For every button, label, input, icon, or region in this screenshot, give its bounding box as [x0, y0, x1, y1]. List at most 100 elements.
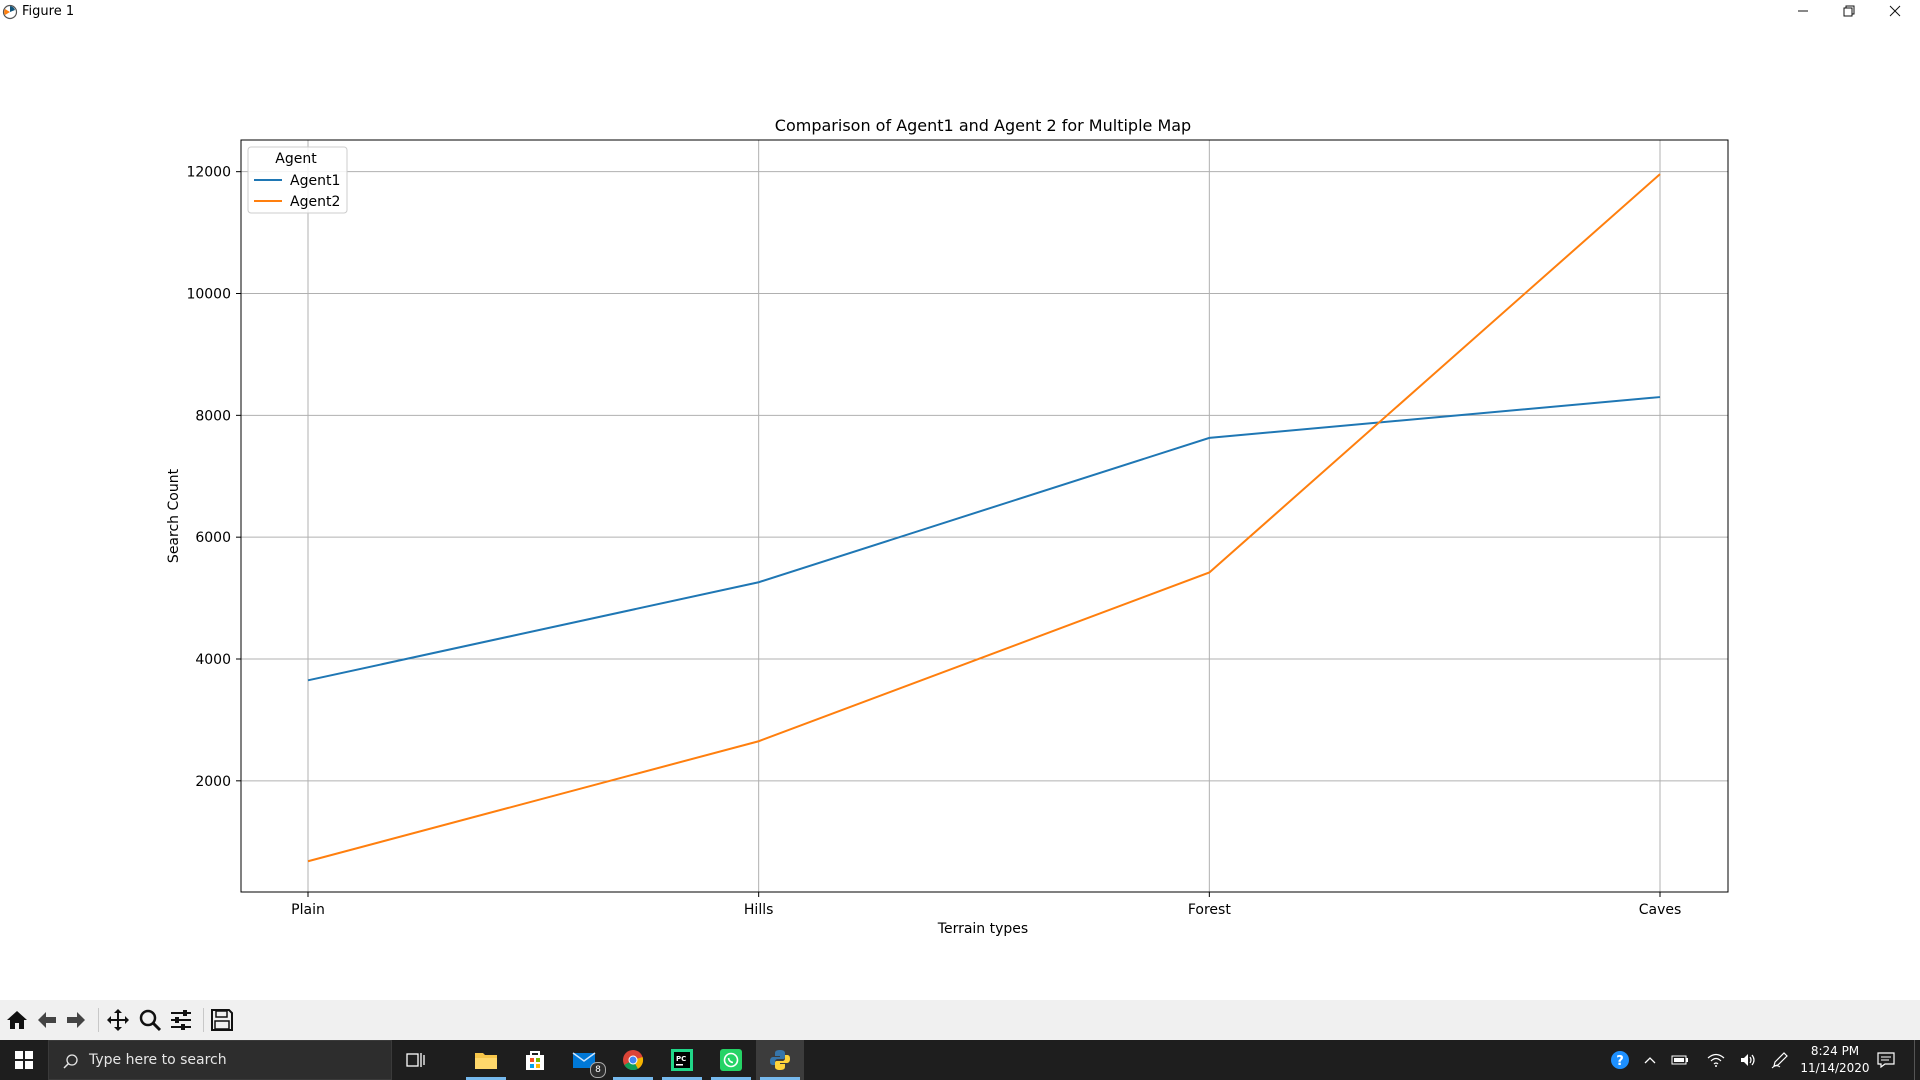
- forward-icon: [67, 1012, 85, 1028]
- show-desktop-button[interactable]: [1914, 1040, 1920, 1080]
- grid-lines: [241, 140, 1728, 892]
- save-icon: [211, 1009, 233, 1031]
- task-view-icon: [406, 1053, 425, 1067]
- plot-frame: [240, 139, 1729, 893]
- chrome-icon: [623, 1050, 644, 1071]
- pan-button[interactable]: [104, 1006, 132, 1034]
- toolbar-separator: [203, 1008, 204, 1032]
- close-button[interactable]: [1872, 0, 1918, 22]
- series-lines: [307, 173, 1661, 863]
- taskbar-whatsapp[interactable]: [707, 1040, 755, 1080]
- home-button[interactable]: [3, 1006, 31, 1034]
- taskbar-search-box[interactable]: Type here to search: [48, 1040, 392, 1080]
- configure-button[interactable]: [167, 1006, 195, 1034]
- restore-button[interactable]: [1826, 0, 1872, 22]
- restore-icon: [1843, 5, 1855, 17]
- zoom-button[interactable]: [136, 1006, 164, 1034]
- toolbar-separator: [98, 1008, 99, 1032]
- clock-time: 8:24 PM: [1810, 1044, 1860, 1058]
- legend-box: [247, 146, 348, 214]
- clock-date: 11/14/2020: [1800, 1061, 1870, 1075]
- legend-label: Agent1: [290, 173, 340, 189]
- y-tick-label: 10000: [186, 287, 231, 303]
- minimize-icon: [1798, 10, 1808, 12]
- taskbar-store[interactable]: [511, 1040, 559, 1080]
- taskbar-python[interactable]: [756, 1040, 804, 1080]
- x-tick-label: Hills: [744, 902, 774, 918]
- battery-icon: [1671, 1055, 1688, 1065]
- figure-window: Figure 1 Comparison of Agent1 and Agent …: [0, 0, 1920, 1040]
- y-axis-label: Search Count: [166, 468, 182, 563]
- mail-badge: 8: [590, 1062, 606, 1078]
- pan-icon: [107, 1009, 129, 1031]
- x-axis-label: Terrain types: [937, 921, 1028, 937]
- volume-tray-button[interactable]: [1734, 1040, 1762, 1080]
- folder-icon: [475, 1053, 497, 1069]
- windows-logo-icon: [15, 1051, 33, 1069]
- chart-title: Comparison of Agent1 and Agent 2 for Mul…: [775, 116, 1191, 135]
- title-bar: Figure 1: [0, 0, 1920, 24]
- store-icon: [526, 1051, 544, 1070]
- battery-tray-button[interactable]: [1666, 1040, 1694, 1080]
- taskbar-chrome[interactable]: [609, 1040, 657, 1080]
- mail-icon: [572, 1052, 596, 1068]
- search-icon: [63, 1054, 78, 1069]
- y-tick-label: 12000: [186, 165, 231, 181]
- active-indicator: [613, 1077, 653, 1080]
- wifi-icon: [1707, 1053, 1725, 1067]
- python-icon: [770, 1050, 790, 1070]
- active-indicator: [711, 1077, 751, 1080]
- action-center-button[interactable]: [1872, 1040, 1900, 1080]
- show-hidden-icons-button[interactable]: [1638, 1040, 1662, 1080]
- y-tick-label: 8000: [195, 408, 231, 424]
- x-tick-label: Forest: [1188, 902, 1231, 918]
- taskbar-mail[interactable]: 8: [560, 1040, 608, 1080]
- close-icon: [1889, 5, 1901, 17]
- active-indicator: [466, 1077, 506, 1080]
- configure-icon: [171, 1010, 191, 1030]
- y-tick-label: 4000: [195, 652, 231, 668]
- notification-icon: [1877, 1052, 1895, 1068]
- series-line-agent2: [307, 173, 1661, 863]
- matplotlib-logo-icon: [2, 4, 18, 20]
- taskbar-file-explorer[interactable]: [462, 1040, 510, 1080]
- svg-text:PC: PC: [676, 1055, 686, 1063]
- save-button[interactable]: [208, 1006, 236, 1034]
- help-icon: ?: [1611, 1051, 1629, 1069]
- x-ticks: Plain Hills Forest Caves: [291, 892, 1681, 918]
- help-tray-button[interactable]: ?: [1606, 1040, 1634, 1080]
- legend-label: Agent2: [290, 194, 340, 210]
- y-tick-label: 2000: [195, 774, 231, 790]
- legend-title: Agent: [275, 151, 317, 167]
- minimize-button[interactable]: [1780, 0, 1826, 22]
- network-tray-button[interactable]: [1702, 1040, 1730, 1080]
- svg-text:?: ?: [1616, 1054, 1624, 1069]
- x-tick-label: Caves: [1639, 902, 1682, 918]
- active-indicator: [662, 1077, 702, 1080]
- task-view-button[interactable]: [392, 1040, 440, 1080]
- pen-workspace-button[interactable]: [1766, 1040, 1794, 1080]
- forward-button[interactable]: [62, 1006, 90, 1034]
- line-chart: Comparison of Agent1 and Agent 2 for Mul…: [166, 116, 1729, 937]
- windows-taskbar: Type here to search 8 PC ?: [0, 1040, 1920, 1080]
- taskbar-clock[interactable]: 8:24 PM 11/14/2020: [1792, 1043, 1878, 1077]
- back-icon: [38, 1012, 56, 1028]
- legend: Agent Agent1 Agent2: [247, 146, 348, 214]
- search-placeholder: Type here to search: [89, 1052, 227, 1068]
- pen-icon: [1771, 1052, 1788, 1069]
- zoom-icon: [139, 1009, 162, 1032]
- chevron-up-icon: [1644, 1057, 1656, 1064]
- navigation-toolbar: [0, 1000, 1920, 1040]
- y-tick-label: 6000: [195, 530, 231, 546]
- window-title: Figure 1: [22, 4, 75, 19]
- series-line-agent1: [307, 396, 1661, 682]
- y-ticks: 2000 4000 6000 8000 10000 12000: [186, 165, 241, 790]
- start-button[interactable]: [0, 1040, 48, 1080]
- whatsapp-icon: [720, 1049, 742, 1071]
- x-tick-label: Plain: [291, 902, 325, 918]
- back-button[interactable]: [33, 1006, 61, 1034]
- volume-icon: [1741, 1054, 1755, 1066]
- pycharm-icon: PC: [671, 1049, 693, 1071]
- taskbar-pycharm[interactable]: PC: [658, 1040, 706, 1080]
- figure-canvas[interactable]: Comparison of Agent1 and Agent 2 for Mul…: [0, 24, 1920, 1000]
